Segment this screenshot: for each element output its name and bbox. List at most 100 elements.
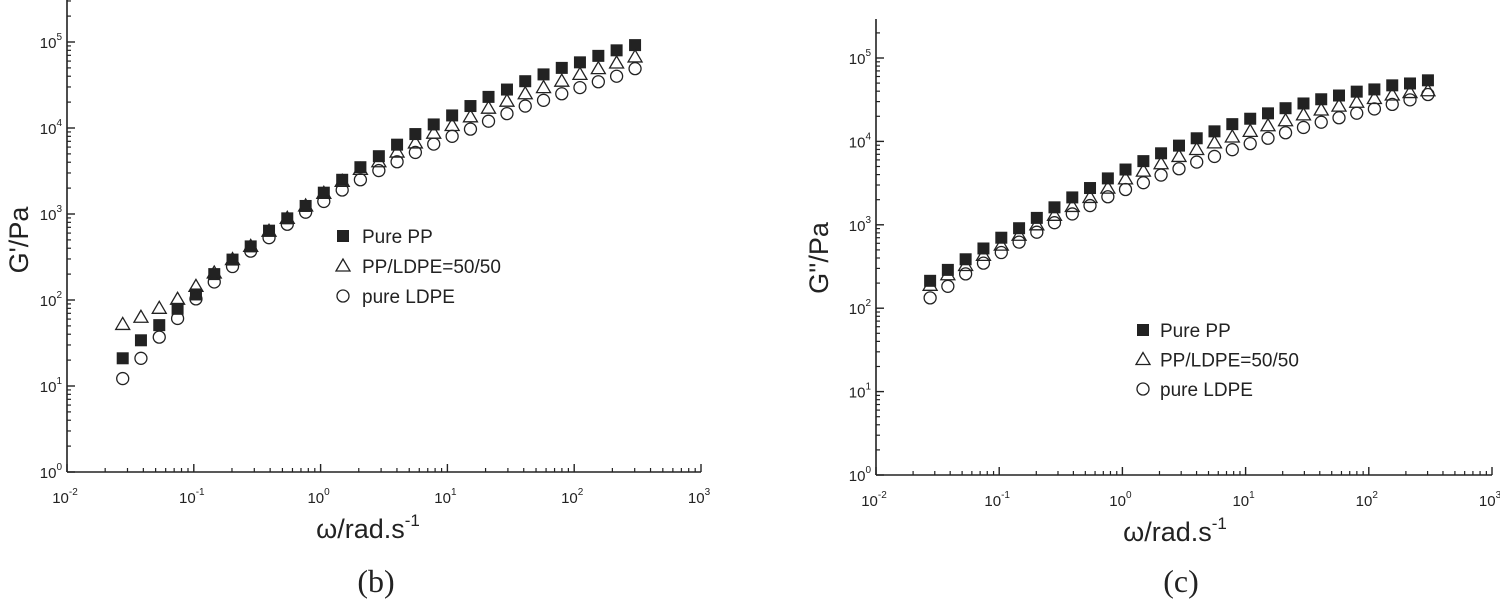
series-pure-ldpe [116, 61, 642, 386]
legend-label: Pure PP [362, 227, 433, 248]
data-point [553, 72, 570, 87]
data-point [372, 163, 386, 178]
data-point [1332, 111, 1346, 125]
y-tick-base: 10 [849, 134, 866, 151]
data-point [187, 278, 205, 293]
x-axis-title-sup: -1 [1212, 514, 1227, 533]
x-tick-exponent: 3 [705, 487, 711, 498]
data-point [244, 244, 258, 258]
data-point [1084, 182, 1097, 195]
data-point [1012, 235, 1026, 249]
data-point [1242, 123, 1259, 137]
x-tick-exponent: -1 [196, 487, 205, 498]
data-point [427, 137, 441, 151]
data-point [1066, 191, 1079, 204]
y-tick-exponent: 1 [865, 382, 871, 393]
data-point [1154, 168, 1168, 182]
data-point [1367, 102, 1382, 116]
data-point [1244, 112, 1257, 125]
data-point [573, 80, 587, 95]
data-point [609, 69, 624, 83]
y-tick-label: 104 [849, 131, 872, 151]
data-point [445, 129, 459, 143]
x-tick-base: 10 [1479, 493, 1496, 510]
y-tick-base: 10 [40, 465, 57, 482]
data-point [628, 61, 642, 76]
data-point [591, 75, 605, 89]
data-point [1421, 74, 1434, 87]
data-point [537, 68, 550, 81]
legend-item: PP/LDPE=50/50 [334, 257, 501, 278]
data-point [1118, 182, 1133, 197]
legend-marker-open-circle [1136, 382, 1150, 396]
y-tick-base: 10 [40, 35, 57, 52]
data-point [1421, 87, 1435, 102]
x-tick-exponent: 1 [451, 487, 457, 498]
data-point [1170, 148, 1188, 163]
y-tick-label: 103 [849, 215, 872, 235]
x-tick-base: 10 [1356, 493, 1373, 510]
y-tick-exponent: 0 [865, 465, 871, 476]
x-tick-exponent: -1 [1001, 490, 1010, 501]
data-point [608, 54, 625, 69]
data-point [464, 100, 477, 113]
y-tick-label: 101 [849, 382, 872, 402]
data-point [169, 290, 186, 305]
data-point [116, 371, 130, 386]
x-tick-label: 100 [1109, 490, 1132, 510]
x-axis-title-main: ω/rad.s [316, 514, 405, 544]
data-point [1224, 128, 1241, 143]
data-point [480, 99, 497, 114]
legend: Pure PP PP/LDPE=50/50 pure LDPE [1134, 321, 1299, 401]
data-point [372, 150, 385, 163]
data-point [1172, 162, 1186, 176]
data-point [427, 118, 440, 131]
data-point [263, 224, 276, 237]
data-point [573, 56, 586, 69]
data-point [315, 185, 332, 199]
y-tick-label: 100 [849, 465, 872, 485]
legend-label: PP/LDPE=50/50 [1160, 351, 1299, 372]
legend-label: pure LDPE [362, 287, 455, 308]
x-tick-base: 10 [561, 490, 578, 507]
x-tick-label: 10-2 [861, 490, 887, 510]
legend: Pure PP PP/LDPE=50/50 pure LDPE [334, 227, 501, 308]
data-point [1046, 207, 1063, 221]
legend-label: pure LDPE [1160, 380, 1253, 401]
data-point [353, 173, 368, 187]
panel-label: (b) [357, 563, 394, 599]
data-point [1207, 149, 1222, 164]
legend-marker-open-circle [336, 289, 350, 303]
x-tick-base: 10 [688, 490, 705, 507]
x-tick-label: 100 [307, 487, 330, 507]
data-point [132, 308, 150, 323]
series-pp-ldpe-50-50 [921, 82, 1437, 291]
data-point [297, 197, 314, 212]
y-tick-exponent: 4 [56, 118, 62, 129]
data-point [1028, 216, 1045, 231]
data-point [1279, 102, 1292, 115]
series-pure-pp [924, 74, 1434, 287]
data-point [153, 319, 166, 332]
data-point [1259, 117, 1277, 132]
data-point [500, 106, 514, 121]
legend-marker-open-triangle [1134, 351, 1152, 366]
y-axis-title: G'/Pa [4, 206, 34, 274]
data-point [114, 316, 131, 331]
data-point [481, 114, 496, 128]
data-point [279, 210, 296, 225]
legend-item: Pure PP [1137, 321, 1231, 342]
y-tick-base: 10 [849, 385, 866, 402]
data-point [517, 85, 534, 100]
data-point [610, 44, 623, 57]
data-point [1385, 97, 1399, 112]
y-tick-base: 10 [40, 293, 57, 310]
x-tick-base: 10 [307, 490, 324, 507]
data-point [280, 217, 294, 231]
legend-marker-filled-square [337, 230, 349, 242]
y-tick-label: 104 [40, 118, 63, 138]
y-tick-base: 10 [40, 379, 57, 396]
legend-marker-filled-square [1137, 324, 1149, 336]
data-point [1155, 147, 1168, 160]
x-tick-base: 10 [179, 490, 196, 507]
